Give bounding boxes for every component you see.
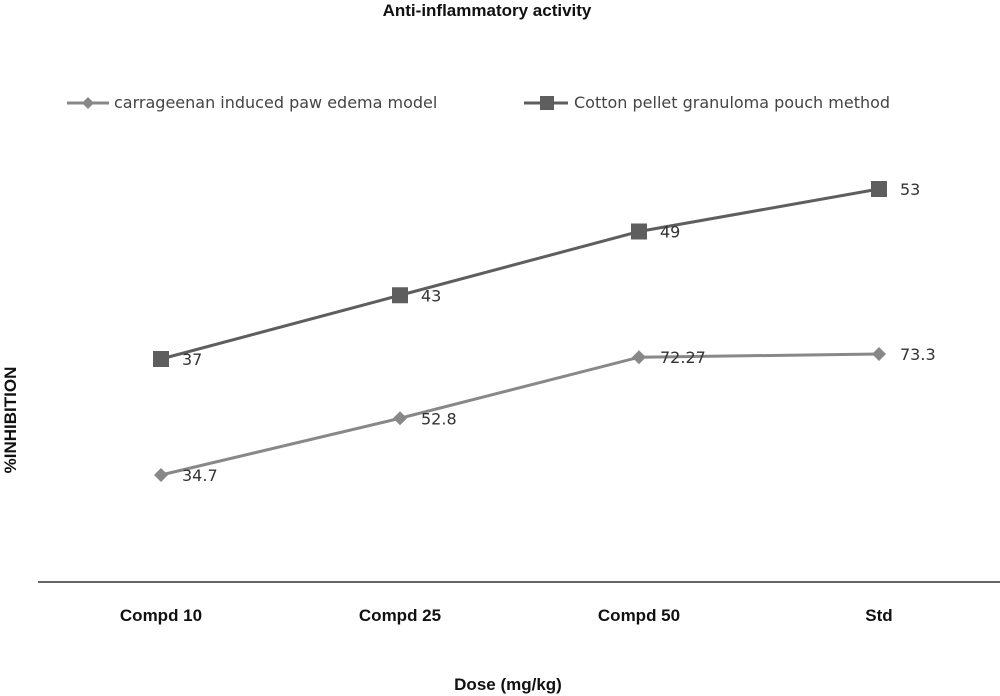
legend-label-cotton-pellet: Cotton pellet granuloma pouch method: [574, 93, 890, 112]
x-axis-title: Dose (mg/kg): [454, 675, 562, 694]
data-label-cotton-pellet: 43: [421, 286, 441, 305]
legend-item-carrageenan: carrageenan induced paw edema model: [67, 93, 437, 112]
data-label-cotton-pellet: 37: [182, 350, 202, 369]
data-point-carrageenan: [154, 468, 168, 482]
legend-square-marker-icon: [540, 96, 554, 110]
series-line-carrageenan: [160, 352, 880, 477]
data-point-cotton-pellet: [392, 287, 408, 304]
data-label-carrageenan: 52.8: [421, 409, 457, 428]
data-point-cotton-pellet: [631, 223, 647, 240]
data-label-carrageenan: 34.7: [182, 466, 218, 485]
data-point-carrageenan: [632, 350, 646, 365]
x-tick-label: Compd 50: [598, 606, 680, 625]
y-axis-title: %INHIBITION: [1, 367, 20, 474]
legend-item-cotton-pellet: Cotton pellet granuloma pouch method: [524, 93, 890, 112]
data-label-cotton-pellet: 49: [660, 223, 680, 242]
data-label-carrageenan: 73.3: [900, 345, 936, 364]
data-point-cotton-pellet: [153, 351, 169, 367]
data-point-cotton-pellet: [871, 181, 887, 197]
x-tick-label: Compd 10: [120, 606, 202, 625]
data-point-carrageenan: [872, 347, 886, 361]
data-point-carrageenan: [393, 411, 407, 426]
legend-label-carrageenan: carrageenan induced paw edema model: [114, 93, 437, 112]
data-label-cotton-pellet: 53: [900, 180, 920, 199]
legend-diamond-marker-icon: [82, 97, 94, 109]
series-layer: 34.7 52.8 72.27 73.3 37 43 49 53: [153, 180, 936, 485]
legend: carrageenan induced paw edema model Cott…: [67, 93, 890, 112]
data-label-carrageenan: 72.27: [660, 348, 706, 367]
series-line-cotton-pellet: [160, 187, 880, 361]
chart-title: Anti-inflammatory activity: [383, 1, 592, 20]
x-tick-label: Std: [865, 606, 892, 625]
x-axis-tick-labels: Compd 10 Compd 25 Compd 50 Std: [120, 606, 893, 625]
x-tick-label: Compd 25: [359, 606, 441, 625]
